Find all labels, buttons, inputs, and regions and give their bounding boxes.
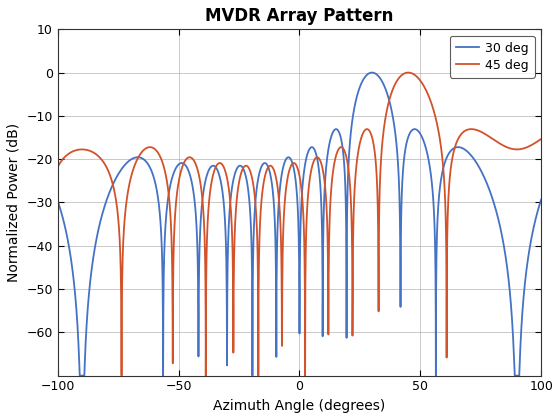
45 deg (54, 164, 61, 169)
45 deg (405, 70, 412, 75)
Title: MVDR Array Pattern: MVDR Array Pattern (206, 7, 394, 25)
Legend: 30 deg, 45 deg: 30 deg, 45 deg (450, 36, 535, 78)
45 deg (538, 136, 544, 142)
30 deg (523, 267, 530, 272)
45 deg (262, 174, 268, 179)
Line: 45 deg: 45 deg (58, 73, 541, 375)
30 deg (406, 132, 413, 137)
45 deg (499, 142, 506, 147)
45 deg (406, 70, 413, 75)
X-axis label: Azimuth Angle (degrees): Azimuth Angle (degrees) (213, 399, 386, 413)
45 deg (258, 204, 264, 209)
30 deg (76, 373, 83, 378)
45 deg (118, 373, 125, 378)
30 deg (262, 160, 268, 165)
30 deg (284, 155, 291, 160)
30 deg (368, 70, 375, 75)
45 deg (523, 145, 530, 150)
30 deg (499, 236, 506, 241)
30 deg (258, 165, 264, 170)
45 deg (284, 176, 291, 181)
Line: 30 deg: 30 deg (58, 73, 541, 375)
30 deg (538, 197, 544, 202)
Y-axis label: Normalized Power (dB): Normalized Power (dB) (7, 123, 21, 282)
30 deg (54, 199, 61, 204)
